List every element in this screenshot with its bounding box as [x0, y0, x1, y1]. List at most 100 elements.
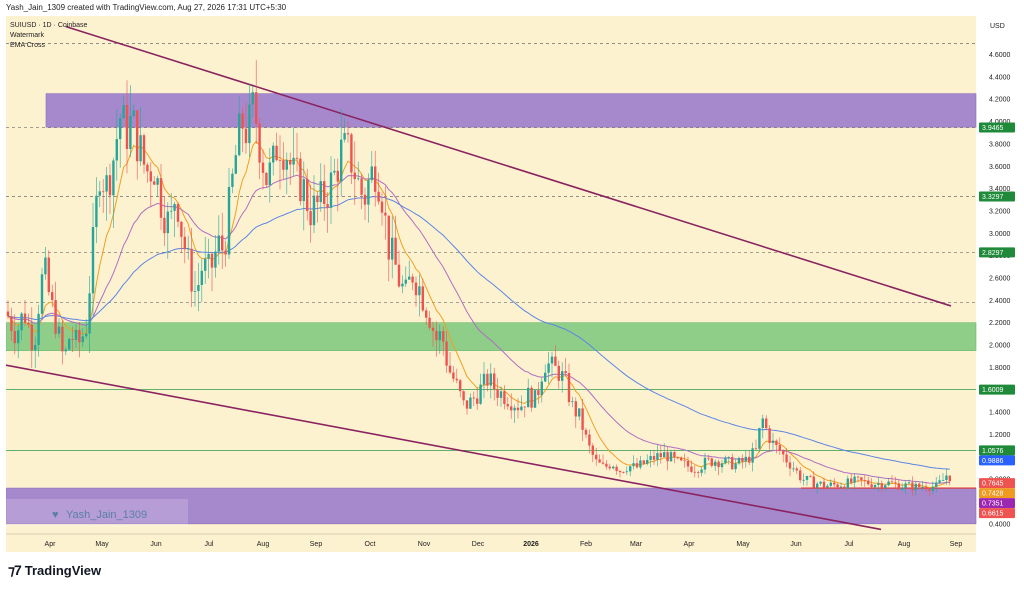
candle	[370, 150, 373, 184]
candle	[581, 398, 584, 442]
candle	[635, 458, 639, 469]
svg-text:0.6615: 0.6615	[982, 511, 1004, 518]
candle	[618, 470, 622, 478]
candle	[251, 85, 254, 118]
candle	[221, 212, 224, 270]
candle	[836, 482, 839, 490]
candle	[336, 158, 339, 212]
candle	[98, 180, 101, 208]
candle	[894, 476, 897, 488]
price-label: 3.3297	[979, 191, 1015, 202]
candle	[204, 236, 207, 284]
y-tick-label: 3.0000	[989, 231, 1011, 238]
candle	[421, 278, 424, 313]
candle	[479, 373, 482, 405]
candle	[782, 449, 785, 463]
candle	[275, 132, 278, 162]
price-label: 2.8297	[979, 247, 1015, 258]
candle	[540, 377, 543, 403]
candle	[486, 369, 489, 392]
candle	[496, 377, 499, 407]
candle	[561, 362, 564, 393]
candle	[557, 360, 560, 389]
y-tick-label: 4.4000	[989, 74, 1011, 81]
ema-slow-line	[7, 196, 950, 470]
channel-upper-trendline	[65, 25, 952, 307]
candle	[40, 267, 44, 318]
candle	[207, 238, 210, 279]
candle	[598, 454, 601, 463]
y-tick-label: 4.6000	[989, 52, 1011, 59]
candle	[775, 439, 778, 454]
candle	[853, 473, 856, 490]
candle	[669, 449, 673, 462]
candle	[306, 168, 309, 221]
candle	[227, 167, 231, 259]
tradingview-brand: TradingView	[24, 563, 102, 578]
x-tick-label: Oct	[365, 541, 376, 548]
candle	[54, 281, 57, 339]
chart-credit: Yash_Jain_1309 created with TradingView.…	[6, 3, 287, 12]
candle	[13, 314, 16, 355]
candle	[452, 366, 455, 383]
candle	[180, 220, 183, 254]
candle	[826, 483, 829, 488]
candle	[887, 477, 890, 487]
candle	[20, 311, 23, 341]
candle	[819, 481, 822, 486]
heart-icon: ♥	[52, 509, 59, 521]
candle	[867, 476, 870, 486]
chart-area[interactable]: USD 4.60004.40004.20004.00003.80003.6000…	[5, 16, 1018, 552]
candle	[941, 473, 945, 481]
x-tick-label: Feb	[580, 541, 592, 548]
candle	[737, 456, 741, 466]
candle	[85, 319, 88, 339]
candle	[326, 192, 329, 233]
candle	[438, 324, 441, 354]
price-label: 1.6009	[979, 384, 1015, 395]
candle	[115, 108, 118, 181]
candle	[652, 450, 656, 465]
candle	[285, 152, 288, 195]
x-tick-label: May	[736, 541, 750, 548]
candle	[445, 331, 448, 373]
candle	[363, 187, 367, 221]
candle	[346, 121, 350, 143]
candle	[132, 104, 135, 118]
candle	[717, 459, 720, 476]
candle	[537, 382, 540, 404]
channel-lower-trendline	[5, 364, 882, 531]
candle	[924, 481, 928, 492]
candle	[931, 481, 934, 495]
y-tick-label: 3.6000	[989, 164, 1011, 171]
candle	[588, 429, 591, 454]
y-tick-label: 0.4000	[989, 521, 1011, 528]
candle	[129, 85, 132, 158]
candle	[88, 275, 91, 354]
candle	[469, 393, 472, 410]
candle	[414, 276, 418, 307]
candle	[302, 161, 305, 231]
candle	[377, 172, 380, 205]
price-label: 0.7645	[979, 478, 1015, 489]
y-tick-label: 1.2000	[989, 432, 1011, 439]
candle	[224, 240, 227, 267]
candle	[234, 144, 237, 175]
candle	[873, 483, 877, 490]
candle	[374, 150, 377, 207]
candle	[666, 446, 669, 471]
candle	[911, 476, 914, 497]
price-chart[interactable]: USD 4.60004.40004.20004.00003.80003.6000…	[5, 16, 1018, 552]
candle	[615, 464, 618, 475]
candle	[700, 466, 703, 477]
y-tick-label: 3.4000	[989, 186, 1011, 193]
y-tick-label: 3.8000	[989, 141, 1011, 148]
candle	[639, 456, 642, 470]
svg-text:0.7428: 0.7428	[982, 491, 1004, 498]
candle	[748, 450, 751, 466]
svg-text:2.8297: 2.8297	[982, 250, 1004, 257]
y-tick-label: 1.4000	[989, 410, 1011, 417]
candle	[625, 466, 628, 475]
candle	[193, 270, 197, 307]
candle	[608, 463, 611, 471]
